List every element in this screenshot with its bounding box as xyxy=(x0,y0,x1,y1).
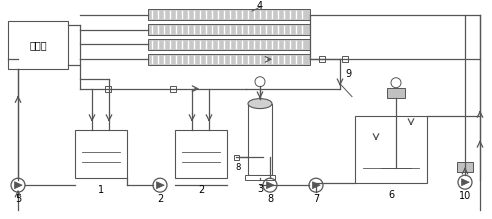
Bar xyxy=(342,56,348,62)
Bar xyxy=(148,24,310,35)
Bar xyxy=(387,88,405,98)
Bar xyxy=(245,175,275,180)
Bar xyxy=(457,162,473,172)
Bar xyxy=(170,86,176,92)
Text: 10: 10 xyxy=(459,191,471,201)
Text: 5: 5 xyxy=(15,194,21,204)
Text: 2: 2 xyxy=(157,194,163,204)
Polygon shape xyxy=(312,182,320,189)
Bar xyxy=(148,54,310,65)
Text: 6: 6 xyxy=(388,190,394,200)
Bar xyxy=(148,9,310,20)
Text: 洗网机: 洗网机 xyxy=(29,40,47,50)
Polygon shape xyxy=(156,182,164,189)
Polygon shape xyxy=(267,182,274,189)
Text: 2: 2 xyxy=(198,185,204,195)
Text: 9: 9 xyxy=(345,69,351,79)
Bar xyxy=(105,86,111,92)
Text: 8: 8 xyxy=(235,163,241,172)
Bar xyxy=(75,131,127,178)
Ellipse shape xyxy=(248,99,272,109)
Text: 8: 8 xyxy=(267,194,273,204)
Polygon shape xyxy=(461,179,469,186)
Bar xyxy=(148,39,310,50)
Bar xyxy=(175,131,227,178)
Bar xyxy=(319,56,325,62)
Bar xyxy=(234,155,239,160)
Text: 4: 4 xyxy=(257,1,263,11)
Bar xyxy=(248,104,272,175)
Polygon shape xyxy=(14,182,22,189)
Bar xyxy=(8,21,68,69)
Text: 1: 1 xyxy=(98,185,104,195)
Text: 7: 7 xyxy=(313,194,319,204)
Text: 3: 3 xyxy=(257,184,263,194)
Bar xyxy=(355,116,427,183)
